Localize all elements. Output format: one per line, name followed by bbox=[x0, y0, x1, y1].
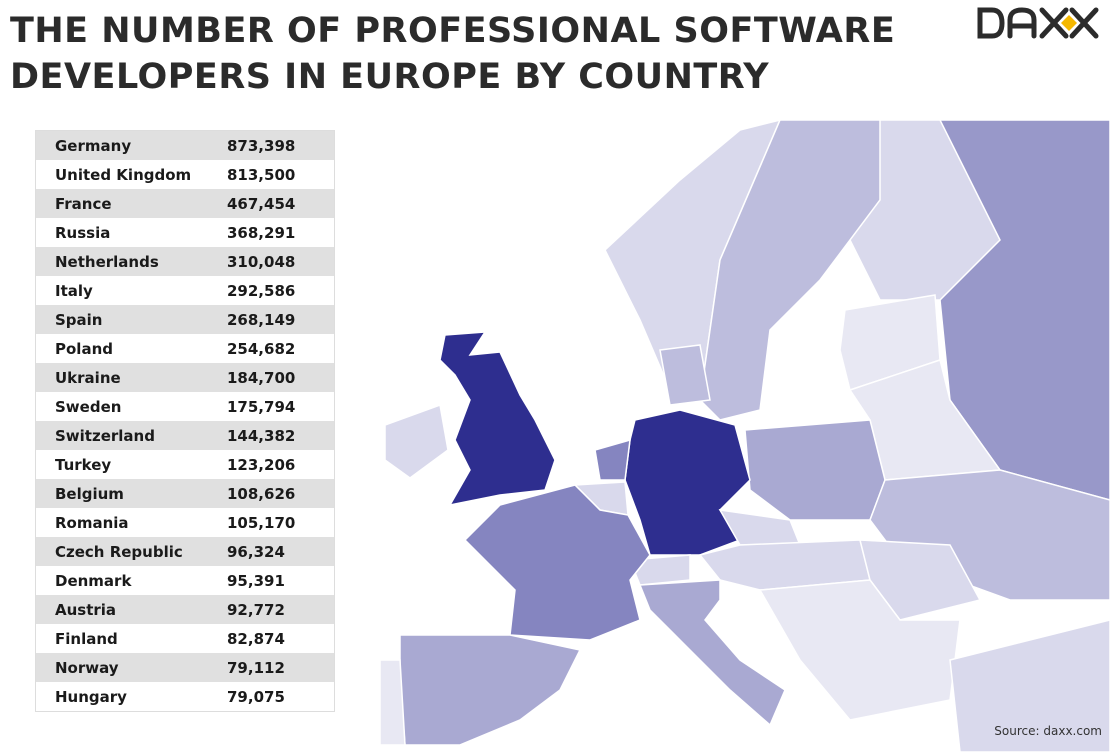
table-row: Poland 254,682 bbox=[36, 334, 334, 363]
map-switzerland bbox=[628, 554, 691, 586]
table-row: Turkey 123,206 bbox=[36, 450, 334, 479]
country-name: Czech Republic bbox=[55, 542, 183, 561]
developers-table: Germany 873,398 United Kingdom 813,500 Franc… bbox=[35, 130, 335, 712]
table-row: Czech Republic 96,324 bbox=[36, 537, 334, 566]
country-name: United Kingdom bbox=[55, 165, 192, 184]
title-line-2: DEVELOPERS IN EUROPE BY COUNTRY bbox=[10, 57, 770, 97]
table-row: Germany 873,398 bbox=[36, 131, 334, 160]
map-romania bbox=[859, 539, 982, 621]
map-uk bbox=[439, 331, 556, 507]
developer-count: 292,586 bbox=[227, 281, 296, 300]
table-row: Switzerland 144,382 bbox=[36, 421, 334, 450]
table-row: Russia 368,291 bbox=[36, 218, 334, 247]
page-title: THE NUMBER OF PROFESSIONAL SOFTWARE DEVE… bbox=[10, 8, 895, 100]
map-poland bbox=[744, 419, 886, 521]
developer-count: 92,772 bbox=[227, 600, 285, 619]
country-name: Ukraine bbox=[55, 368, 121, 387]
country-name: Belgium bbox=[55, 484, 124, 503]
country-name: Romania bbox=[55, 513, 129, 532]
map-france bbox=[463, 484, 651, 641]
country-name: Sweden bbox=[55, 397, 122, 416]
developer-count: 873,398 bbox=[227, 136, 296, 155]
table-row: France 467,454 bbox=[36, 189, 334, 218]
developer-count: 123,206 bbox=[227, 455, 296, 474]
country-name: Netherlands bbox=[55, 252, 159, 271]
table-row: Netherlands 310,048 bbox=[36, 247, 334, 276]
table-row: Finland 82,874 bbox=[36, 624, 334, 653]
developer-count: 467,454 bbox=[227, 194, 296, 213]
country-name: Russia bbox=[55, 223, 111, 242]
country-name: Poland bbox=[55, 339, 113, 358]
developer-count: 105,170 bbox=[227, 513, 296, 532]
developer-count: 144,382 bbox=[227, 426, 296, 445]
map-ireland bbox=[384, 403, 449, 479]
map-germany bbox=[624, 409, 751, 556]
table-row: Romania 105,170 bbox=[36, 508, 334, 537]
table-row: Spain 268,149 bbox=[36, 305, 334, 334]
country-name: France bbox=[55, 194, 112, 213]
developer-count: 108,626 bbox=[227, 484, 296, 503]
developer-count: 79,075 bbox=[227, 687, 285, 706]
map-italy bbox=[638, 579, 786, 727]
country-name: Hungary bbox=[55, 687, 127, 706]
table-row: Hungary 79,075 bbox=[36, 682, 334, 711]
developer-count: 268,149 bbox=[227, 310, 296, 329]
country-name: Germany bbox=[55, 136, 132, 155]
table-row: Italy 292,586 bbox=[36, 276, 334, 305]
country-name: Turkey bbox=[55, 455, 112, 474]
country-name: Spain bbox=[55, 310, 103, 329]
country-name: Finland bbox=[55, 629, 118, 648]
table-row: Denmark 95,391 bbox=[36, 566, 334, 595]
map-turkey bbox=[949, 619, 1110, 752]
country-name: Denmark bbox=[55, 571, 132, 590]
country-name: Norway bbox=[55, 658, 119, 677]
developer-count: 254,682 bbox=[227, 339, 296, 358]
developer-count: 184,700 bbox=[227, 368, 296, 387]
title-line-1: THE NUMBER OF PROFESSIONAL SOFTWARE bbox=[10, 11, 896, 51]
developer-count: 95,391 bbox=[227, 571, 285, 590]
table-row: Sweden 175,794 bbox=[36, 392, 334, 421]
table-row: Austria 92,772 bbox=[36, 595, 334, 624]
developer-count: 813,500 bbox=[227, 165, 296, 184]
map-portugal bbox=[379, 659, 406, 746]
source-note: Source: daxx.com bbox=[994, 724, 1102, 738]
country-name: Switzerland bbox=[55, 426, 155, 445]
daxx-logo bbox=[977, 7, 1099, 39]
developer-count: 368,291 bbox=[227, 223, 296, 242]
developer-count: 79,112 bbox=[227, 658, 285, 677]
table-row: United Kingdom 813,500 bbox=[36, 160, 334, 189]
table-row: Norway 79,112 bbox=[36, 653, 334, 682]
developer-count: 82,874 bbox=[227, 629, 285, 648]
map-spain bbox=[399, 634, 582, 746]
map-denmark bbox=[659, 344, 711, 406]
table-row: Belgium 108,626 bbox=[36, 479, 334, 508]
developer-count: 96,324 bbox=[227, 542, 285, 561]
country-name: Italy bbox=[55, 281, 93, 300]
map-sweden bbox=[699, 119, 881, 421]
developer-count: 310,048 bbox=[227, 252, 296, 271]
country-name: Austria bbox=[55, 600, 117, 619]
developer-count: 175,794 bbox=[227, 397, 296, 416]
table-row: Ukraine 184,700 bbox=[36, 363, 334, 392]
map-netherlands bbox=[594, 438, 631, 481]
